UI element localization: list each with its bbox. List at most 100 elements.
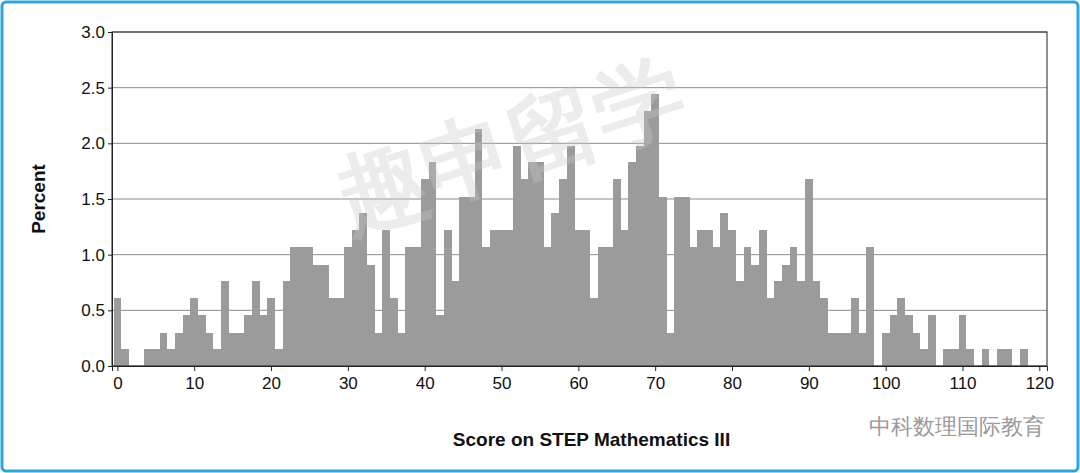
bar: [152, 349, 160, 366]
x-tick-label: 80: [723, 374, 742, 393]
bar: [628, 162, 636, 366]
x-tick-label: 70: [646, 374, 665, 393]
bar: [329, 298, 337, 366]
x-axis: 0102030405060708090100110120: [113, 366, 1055, 393]
x-tick-mark: [425, 366, 426, 371]
bar: [290, 247, 298, 366]
x-tick-label: 110: [949, 374, 976, 393]
x-tick-mark: [732, 366, 733, 371]
bar: [843, 333, 851, 366]
y-tick: 1.0: [81, 246, 112, 265]
x-tick-mark: [348, 366, 349, 371]
x-tick: 60: [569, 366, 588, 393]
bar: [782, 265, 790, 366]
y-axis: 0.00.51.01.52.02.53.0: [81, 23, 112, 376]
x-tick-label: 10: [185, 374, 204, 393]
bar: [982, 349, 990, 366]
x-tick: 110: [949, 366, 976, 393]
y-tick-mark: [108, 255, 112, 256]
bar: [283, 281, 291, 366]
plot-frame: [112, 32, 1047, 366]
bar: [890, 315, 898, 366]
bar: [759, 230, 767, 366]
bar: [575, 230, 583, 366]
bar: [820, 298, 828, 366]
bar: [336, 298, 344, 366]
grid-line: [112, 199, 1047, 200]
y-tick-label: 1.0: [81, 246, 105, 265]
watermark: 趣申留学: [322, 39, 698, 250]
bar: [613, 179, 621, 366]
bar: [705, 230, 713, 366]
y-tick: 0.5: [81, 301, 112, 320]
bar: [767, 298, 775, 366]
bar: [659, 197, 667, 366]
y-tick: 3.0: [81, 23, 112, 42]
bar: [728, 230, 736, 366]
bar: [467, 197, 475, 366]
bar: [851, 298, 859, 366]
bar: [490, 230, 498, 366]
x-tick: 100: [872, 366, 900, 393]
bar: [1005, 349, 1013, 366]
x-tick-mark: [271, 366, 272, 371]
x-tick-label: 40: [416, 374, 435, 393]
bar: [605, 247, 613, 366]
bar: [951, 349, 959, 366]
y-tick-mark: [108, 310, 112, 311]
x-tick-mark: [886, 366, 887, 371]
y-tick: 0.0: [81, 357, 112, 376]
bar: [352, 230, 360, 366]
bar: [144, 349, 152, 366]
x-tick: 10: [185, 366, 204, 393]
y-tick-label: 0.0: [81, 357, 105, 376]
bar: [828, 333, 836, 366]
bar: [175, 333, 183, 366]
bar: [521, 179, 529, 366]
bar: [183, 315, 191, 366]
bar: [121, 349, 129, 366]
x-tick: 70: [646, 366, 665, 393]
bar: [866, 247, 874, 366]
bar: [229, 333, 237, 366]
bar: [736, 281, 744, 366]
bar: [267, 298, 275, 366]
bar: [459, 197, 467, 366]
x-tick-label: 100: [872, 374, 900, 393]
bar: [920, 349, 928, 366]
y-tick-mark: [108, 366, 112, 367]
y-tick-label: 1.5: [81, 190, 105, 209]
y-axis-line: [108, 33, 113, 367]
bar: [160, 333, 168, 366]
bar: [682, 197, 690, 366]
y-tick-mark: [108, 143, 112, 144]
bar: [959, 315, 967, 366]
outer-frame: [2, 2, 1078, 471]
bar: [797, 281, 805, 366]
x-tick: 120: [1026, 366, 1054, 393]
bar: [667, 333, 675, 366]
bar: [636, 146, 644, 366]
watermark-caption: 中科数理国际教育: [869, 414, 1045, 439]
bar: [590, 298, 598, 366]
bar: [943, 349, 951, 366]
bar: [790, 247, 798, 366]
bar: [997, 349, 1005, 366]
y-tick-mark: [108, 88, 112, 89]
bar: [720, 213, 728, 366]
bar: [859, 333, 867, 366]
x-tick-mark: [962, 366, 963, 371]
bar: [690, 247, 698, 366]
bar: [774, 281, 782, 366]
x-axis-line: [113, 367, 1048, 372]
bar: [206, 333, 214, 366]
bar: [444, 230, 452, 366]
bar: [236, 333, 244, 366]
bar: [375, 333, 383, 366]
y-tick: 1.5: [81, 190, 112, 209]
x-tick-mark: [809, 366, 810, 371]
bar: [498, 230, 506, 366]
x-tick-label: 30: [339, 374, 358, 393]
x-tick: 20: [262, 366, 281, 393]
bar: [367, 265, 375, 366]
